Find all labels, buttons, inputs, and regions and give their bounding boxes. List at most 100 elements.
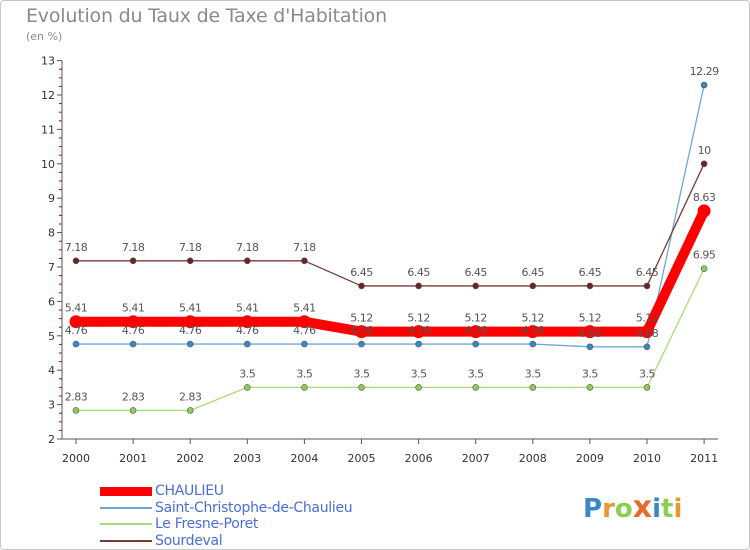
x-tick-label: 2011 — [690, 452, 718, 465]
data-label-saint-christophe-de-chaulieu: 4.76 — [122, 324, 145, 337]
data-point-chaulieu — [297, 315, 311, 329]
data-label-le-fresne-poret: 3.5 — [296, 367, 312, 380]
data-label-saint-christophe-de-chaulieu: 4.68 — [636, 327, 659, 340]
y-tick-label: 13 — [41, 55, 55, 68]
legend-label: Sourdeval — [155, 532, 223, 549]
data-point-le-fresne-poret — [129, 407, 137, 414]
data-label-chaulieu: 5.41 — [236, 302, 259, 315]
series-line-sourdeval — [75, 163, 705, 287]
data-label-saint-christophe-de-chaulieu: 12.29 — [690, 65, 719, 78]
y-tick-label: 2 — [48, 433, 55, 446]
data-point-chaulieu — [526, 325, 540, 339]
data-point-saint-christophe-de-chaulieu — [643, 343, 651, 351]
data-label-sourdeval: 7.18 — [179, 241, 202, 254]
data-point-saint-christophe-de-chaulieu — [415, 340, 422, 348]
data-label-chaulieu: 5.12 — [579, 312, 602, 325]
data-point-le-fresne-poret — [358, 384, 365, 391]
data-point-saint-christophe-de-chaulieu — [301, 340, 308, 348]
x-tick-label: 2009 — [576, 452, 604, 465]
y-tick-label: 6 — [48, 295, 55, 308]
data-label-saint-christophe-de-chaulieu: 4.76 — [236, 324, 259, 337]
data-point-le-fresne-poret — [586, 384, 594, 391]
data-label-chaulieu: 5.41 — [65, 302, 88, 315]
data-point-chaulieu — [355, 325, 368, 339]
data-label-sourdeval: 6.45 — [464, 266, 487, 279]
data-point-le-fresne-poret — [415, 384, 422, 391]
x-tick-label: 2006 — [405, 452, 433, 465]
data-label-sourdeval: 6.45 — [579, 266, 602, 279]
data-point-chaulieu — [126, 315, 140, 329]
data-label-le-fresne-poret: 3.5 — [582, 367, 598, 380]
data-point-saint-christophe-de-chaulieu — [529, 340, 537, 348]
data-point-saint-christophe-de-chaulieu — [358, 340, 365, 348]
legend-swatch — [100, 486, 152, 496]
line-chart: 2 3 4 5 6 7 8 9 10 11 12 13 2000 2001 2002 2003 2004 2005… — [41, 55, 720, 465]
data-label-le-fresne-poret: 6.95 — [693, 249, 716, 262]
data-point-chaulieu — [183, 315, 197, 329]
data-label-sourdeval: 6.45 — [522, 266, 545, 279]
data-point-chaulieu — [469, 325, 483, 339]
data-label-sourdeval: 6.45 — [407, 266, 430, 279]
data-label-saint-christophe-de-chaulieu: 4.76 — [65, 324, 88, 337]
data-point-sourdeval — [358, 282, 365, 290]
data-point-le-fresne-poret — [529, 384, 537, 391]
x-tick-label: 2008 — [519, 452, 547, 465]
series-line-saint-christophe-de-chaulieu — [75, 84, 705, 348]
legend-label: Saint-Christophe-de-Chaulieu — [155, 499, 353, 516]
data-point-sourdeval — [586, 282, 594, 290]
data-label-chaulieu: 5.41 — [122, 302, 145, 315]
data-label-le-fresne-poret: 2.83 — [179, 390, 202, 403]
data-label-le-fresne-poret: 3.5 — [639, 367, 655, 380]
logo-letter: t — [661, 494, 674, 524]
x-tick-label: 2002 — [176, 452, 204, 465]
data-point-le-fresne-poret — [643, 384, 651, 391]
data-label-le-fresne-poret: 2.83 — [122, 390, 145, 403]
chart-title: Evolution du Taux de Taxe d'Habitation — [26, 5, 387, 27]
data-label-sourdeval: 7.18 — [236, 241, 259, 254]
data-label-sourdeval: 6.45 — [636, 266, 659, 279]
data-point-saint-christophe-de-chaulieu — [472, 340, 480, 348]
logo-letter: P — [583, 494, 603, 524]
chart-subtitle: (en %) — [26, 30, 63, 43]
legend-item-saint-christophe-de-chaulieu: Saint-Christophe-de-Chaulieu — [100, 499, 420, 516]
data-point-saint-christophe-de-chaulieu — [244, 340, 251, 348]
data-point-chaulieu — [69, 315, 83, 329]
y-tick-label: 9 — [48, 192, 55, 205]
data-label-sourdeval: 6.45 — [350, 266, 373, 279]
data-label-le-fresne-poret: 3.5 — [468, 367, 484, 380]
data-label-saint-christophe-de-chaulieu: 4.76 — [179, 324, 202, 337]
data-point-sourdeval — [72, 257, 80, 265]
data-label-chaulieu: 5.12 — [522, 312, 545, 325]
data-point-sourdeval — [700, 160, 708, 168]
data-label-chaulieu: 5.12 — [636, 312, 659, 325]
data-point-chaulieu — [240, 315, 254, 329]
data-point-chaulieu — [640, 325, 654, 339]
y-tick-label: 8 — [48, 227, 55, 240]
data-label-saint-christophe-de-chaulieu: 4.76 — [293, 324, 316, 337]
data-label-chaulieu: 5.12 — [464, 312, 487, 325]
x-tick-label: 2010 — [633, 452, 661, 465]
y-tick-label: 4 — [48, 364, 55, 377]
logo-letter: i — [652, 494, 662, 524]
legend-swatch — [100, 523, 152, 525]
data-point-le-fresne-poret — [186, 407, 194, 414]
data-point-sourdeval — [129, 257, 137, 265]
data-point-saint-christophe-de-chaulieu — [586, 343, 594, 351]
data-labels-layer: 4.76 4.76 4.76 4.76 4.76 4.76 4.76 4.76 4.76 4.68… — [65, 65, 720, 403]
data-label-sourdeval: 7.18 — [293, 241, 316, 254]
data-point-saint-christophe-de-chaulieu — [700, 81, 708, 89]
legend-label: CHAULIEU — [155, 483, 224, 499]
y-tick-label: 5 — [48, 330, 55, 343]
series-layer — [69, 81, 711, 414]
data-point-le-fresne-poret — [472, 384, 480, 391]
x-tick-label: 2001 — [119, 452, 147, 465]
data-point-chaulieu — [697, 204, 711, 218]
data-label-saint-christophe-de-chaulieu: 4.76 — [522, 324, 545, 337]
y-tick-label: 3 — [48, 399, 55, 412]
data-label-chaulieu: 5.41 — [179, 302, 202, 315]
legend-swatch — [100, 539, 152, 542]
logo-letter: i — [673, 494, 683, 524]
data-point-saint-christophe-de-chaulieu — [186, 340, 194, 348]
data-label-le-fresne-poret: 3.5 — [239, 367, 255, 380]
